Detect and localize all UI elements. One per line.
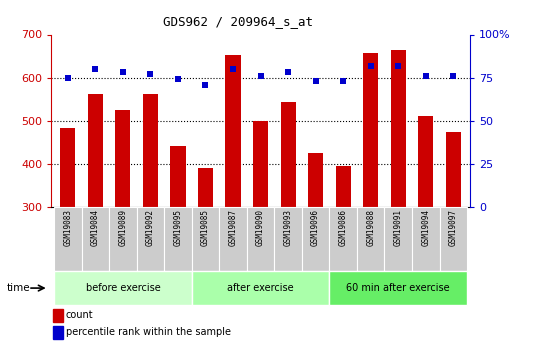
Text: GSM19084: GSM19084	[91, 209, 100, 246]
Text: time: time	[6, 283, 30, 293]
Bar	[116, 110, 131, 207]
FancyBboxPatch shape	[302, 207, 329, 271]
Bar	[308, 153, 323, 207]
Bar	[280, 102, 296, 207]
Bar	[363, 52, 378, 207]
FancyBboxPatch shape	[357, 207, 384, 271]
FancyBboxPatch shape	[82, 207, 109, 271]
Bar	[418, 117, 433, 207]
Text: GSM19093: GSM19093	[284, 209, 293, 246]
Point	[229, 66, 238, 72]
FancyBboxPatch shape	[54, 271, 192, 305]
Text: GSM19086: GSM19086	[339, 209, 348, 246]
Bar	[53, 326, 63, 339]
Point	[421, 73, 430, 79]
Point	[449, 73, 457, 79]
Bar	[60, 128, 76, 207]
Bar	[88, 93, 103, 207]
Text: 60 min after exercise: 60 min after exercise	[346, 283, 450, 293]
Text: GSM19094: GSM19094	[421, 209, 430, 246]
Point	[174, 77, 183, 82]
FancyBboxPatch shape	[384, 207, 412, 271]
Text: GSM19096: GSM19096	[311, 209, 320, 246]
Text: GSM19089: GSM19089	[118, 209, 127, 246]
FancyBboxPatch shape	[440, 207, 467, 271]
FancyBboxPatch shape	[109, 207, 137, 271]
Point	[284, 70, 292, 75]
Text: after exercise: after exercise	[227, 283, 294, 293]
Text: GSM19091: GSM19091	[394, 209, 403, 246]
Point	[91, 66, 100, 72]
FancyBboxPatch shape	[54, 207, 82, 271]
Text: GSM19090: GSM19090	[256, 209, 265, 246]
Point	[256, 73, 265, 79]
Text: GSM19085: GSM19085	[201, 209, 210, 246]
Text: GDS962 / 209964_s_at: GDS962 / 209964_s_at	[163, 16, 313, 29]
Text: before exercise: before exercise	[85, 283, 160, 293]
Bar	[225, 55, 241, 207]
Point	[394, 63, 402, 68]
FancyBboxPatch shape	[192, 207, 219, 271]
FancyBboxPatch shape	[192, 271, 329, 305]
Bar	[253, 121, 268, 207]
Bar	[198, 168, 213, 207]
Text: GSM19097: GSM19097	[449, 209, 458, 246]
Text: GSM19092: GSM19092	[146, 209, 155, 246]
Bar	[171, 146, 186, 207]
Text: GSM19095: GSM19095	[173, 209, 183, 246]
Point	[366, 63, 375, 68]
Text: GSM19088: GSM19088	[366, 209, 375, 246]
Point	[119, 70, 127, 75]
Bar	[446, 132, 461, 207]
Point	[146, 71, 155, 77]
Point	[64, 75, 72, 80]
Point	[339, 78, 347, 84]
FancyBboxPatch shape	[137, 207, 164, 271]
Point	[201, 82, 210, 87]
Point	[311, 78, 320, 84]
Text: percentile rank within the sample: percentile rank within the sample	[66, 327, 231, 337]
FancyBboxPatch shape	[274, 207, 302, 271]
Text: count: count	[66, 310, 93, 321]
Bar	[390, 50, 406, 207]
FancyBboxPatch shape	[329, 207, 357, 271]
FancyBboxPatch shape	[247, 207, 274, 271]
Bar	[335, 166, 350, 207]
Text: GSM19083: GSM19083	[63, 209, 72, 246]
FancyBboxPatch shape	[164, 207, 192, 271]
Text: GSM19087: GSM19087	[228, 209, 238, 246]
FancyBboxPatch shape	[329, 271, 467, 305]
FancyBboxPatch shape	[412, 207, 440, 271]
Bar	[53, 309, 63, 322]
Bar	[143, 93, 158, 207]
FancyBboxPatch shape	[219, 207, 247, 271]
